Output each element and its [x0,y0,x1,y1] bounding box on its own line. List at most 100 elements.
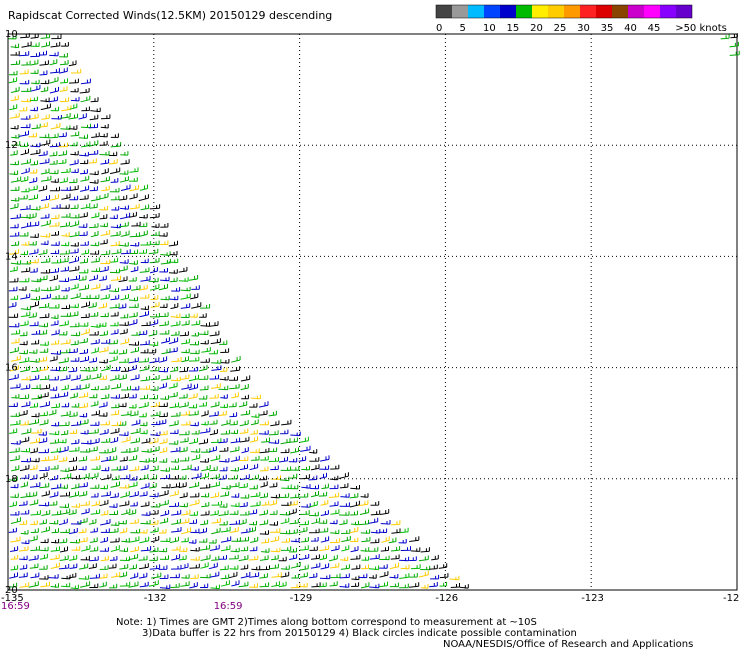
wind-barb [309,546,318,551]
wind-barb [320,455,330,462]
wind-barb [100,339,111,344]
wind-barb [258,475,268,481]
wind-barb [100,294,110,300]
wind-barb [150,313,160,318]
wind-barb [50,546,60,552]
wind-barb [10,536,21,543]
wind-barb [330,509,340,515]
wind-barb [268,447,278,453]
wind-barb [320,510,329,516]
wind-barb [159,320,169,327]
wind-barb [20,436,30,443]
wind-barb [418,555,429,562]
wind-barb [20,176,29,183]
wind-barb [100,510,109,516]
wind-barb [28,554,39,561]
wind-barb [171,465,179,470]
wind-barb [71,503,81,508]
note-line-1: Note: 1) Times are GMT 2)Times along bot… [116,617,537,628]
wind-barb [40,79,50,85]
wind-barb [168,347,178,353]
time-labels: 16:59 16:59 [1,601,243,612]
wind-barb [99,581,107,588]
wind-barb [51,403,60,409]
wind-barb [40,293,51,300]
wind-barb [200,448,211,453]
wind-barb [351,582,360,587]
wind-barb [50,366,60,371]
wind-barb [20,365,31,373]
x-tick-label: -135 [1,593,24,604]
wind-barb [169,251,178,256]
wind-barb [288,508,297,515]
wind-barbs [8,33,740,590]
wind-barb [160,395,169,400]
wind-barb [49,438,59,444]
wind-barb [40,538,49,544]
wind-barb [219,520,228,526]
wind-barb [259,530,269,535]
wind-barb [289,473,298,479]
wind-barb [249,546,258,552]
colorbar-swatch [468,5,484,18]
wind-barb [58,564,70,570]
wind-barb [160,537,171,542]
wind-barb [179,430,190,436]
wind-barb [118,221,129,228]
wind-barb [199,544,211,551]
wind-barb [319,465,330,470]
wind-barb [319,574,331,580]
wind-barb [78,392,89,398]
wind-barb [89,223,99,229]
wind-barb [199,385,209,391]
wind-barb [111,475,120,481]
wind-barb [78,517,88,524]
wind-barb [231,356,241,363]
wind-barb [20,457,31,463]
wind-barb [89,537,98,543]
wind-barb [58,391,69,398]
wind-barb [38,50,47,56]
wind-barb [109,556,118,561]
wind-barb [110,366,121,372]
wind-barb [90,484,100,489]
wind-barb [89,274,98,281]
wind-barb [20,115,31,120]
wind-barb [29,499,39,506]
wind-barb [80,366,90,372]
wind-barb [110,275,121,281]
wind-barb [159,430,168,436]
wind-barb [191,430,200,435]
wind-barb [141,448,152,453]
wind-barb [30,149,41,155]
wind-barb [39,341,49,346]
wind-barb [318,519,328,524]
wind-barb [229,446,240,453]
wind-barb [238,456,249,461]
wind-barb [129,536,140,543]
wind-barb [129,260,138,265]
wind-barb [170,411,181,417]
wind-barb [438,563,448,569]
wind-barb [80,439,92,445]
wind-barb [340,493,350,498]
wind-barb [180,374,190,380]
wind-barb [180,313,190,318]
wind-barb [128,455,138,461]
wind-barb [149,474,158,480]
wind-barb [40,97,50,103]
wind-barb [59,508,71,515]
wind-barb [49,68,60,74]
wind-barb [129,249,139,254]
wind-barb [129,476,138,481]
wind-barb [89,186,98,192]
wind-barb [128,481,138,488]
wind-barb [50,447,61,453]
wind-barb [89,114,99,121]
wind-barb [29,248,39,255]
wind-barb [171,545,181,551]
wind-barb [80,294,91,300]
wind-barb [38,275,48,281]
wind-barb [180,518,190,524]
wind-barb [39,384,51,390]
